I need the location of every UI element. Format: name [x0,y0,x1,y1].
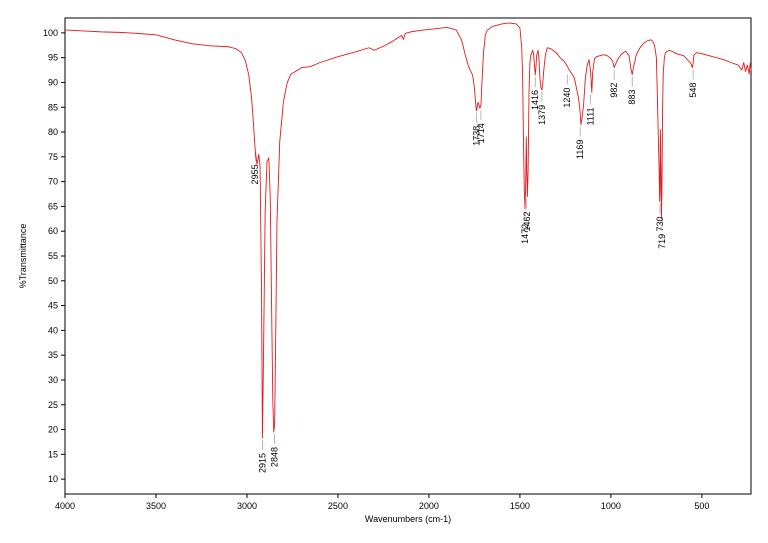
peak-label: 883 [627,90,637,105]
peak-label: 548 [688,83,698,98]
y-tick-label: 50 [48,276,58,286]
peak-label: 1379 [537,105,547,125]
x-tick-label: 2000 [419,501,439,511]
peak-label: 1111 [586,107,596,125]
peak-label: 719 [657,234,667,249]
x-axis: 4000 3500 3000 2500 2000 1500 1000 500 [55,494,709,511]
peak-label: 1416 [530,90,540,110]
peak-label: 1472 [520,224,530,244]
y-tick-label: 90 [48,77,58,87]
y-axis: 10 15 20 25 30 35 40 45 50 55 60 65 70 75 80 85 90 95 100 [43,28,65,484]
y-tick-label: 95 [48,53,58,63]
peak-label: 2955 [250,164,260,184]
y-tick-label: 100 [43,28,58,38]
y-tick-label: 55 [48,251,58,261]
y-tick-label: 45 [48,301,58,311]
x-tick-label: 2500 [328,501,348,511]
y-tick-label: 70 [48,177,58,187]
y-tick-label: 10 [48,474,58,484]
x-axis-title: Wavenumbers (cm-1) [365,514,451,524]
x-tick-label: 1000 [601,501,621,511]
y-axis-title: %Transmittance [18,224,28,289]
y-tick-label: 75 [48,152,58,162]
peak-label: 1169 [575,140,585,159]
y-tick-label: 60 [48,226,58,236]
y-tick-label: 40 [48,325,58,335]
y-tick-label: 30 [48,375,58,385]
x-tick-label: 4000 [55,501,75,511]
x-tick-label: 3000 [237,501,257,511]
peak-label: 1714 [476,123,486,143]
y-tick-label: 85 [48,102,58,112]
y-tick-label: 65 [48,201,58,211]
y-tick-label: 25 [48,400,58,410]
transmittance-series-line [64,22,752,439]
peak-label: 982 [609,83,619,98]
x-tick-label: 3500 [146,501,166,511]
peak-label: 1738 [472,126,482,146]
y-tick-label: 80 [48,127,58,137]
y-tick-label: 15 [48,449,58,459]
peak-label: 2915 [257,453,267,473]
x-tick-label: 500 [694,501,709,511]
peak-label: 2848 [270,447,280,467]
plot-area-frame [64,17,752,495]
y-tick-label: 20 [48,425,58,435]
x-tick-label: 1500 [510,501,530,511]
peak-label: 1240 [562,88,572,108]
peak-label: 730 [655,216,665,231]
y-tick-label: 35 [48,350,58,360]
peak-label: 1462 [522,212,532,232]
